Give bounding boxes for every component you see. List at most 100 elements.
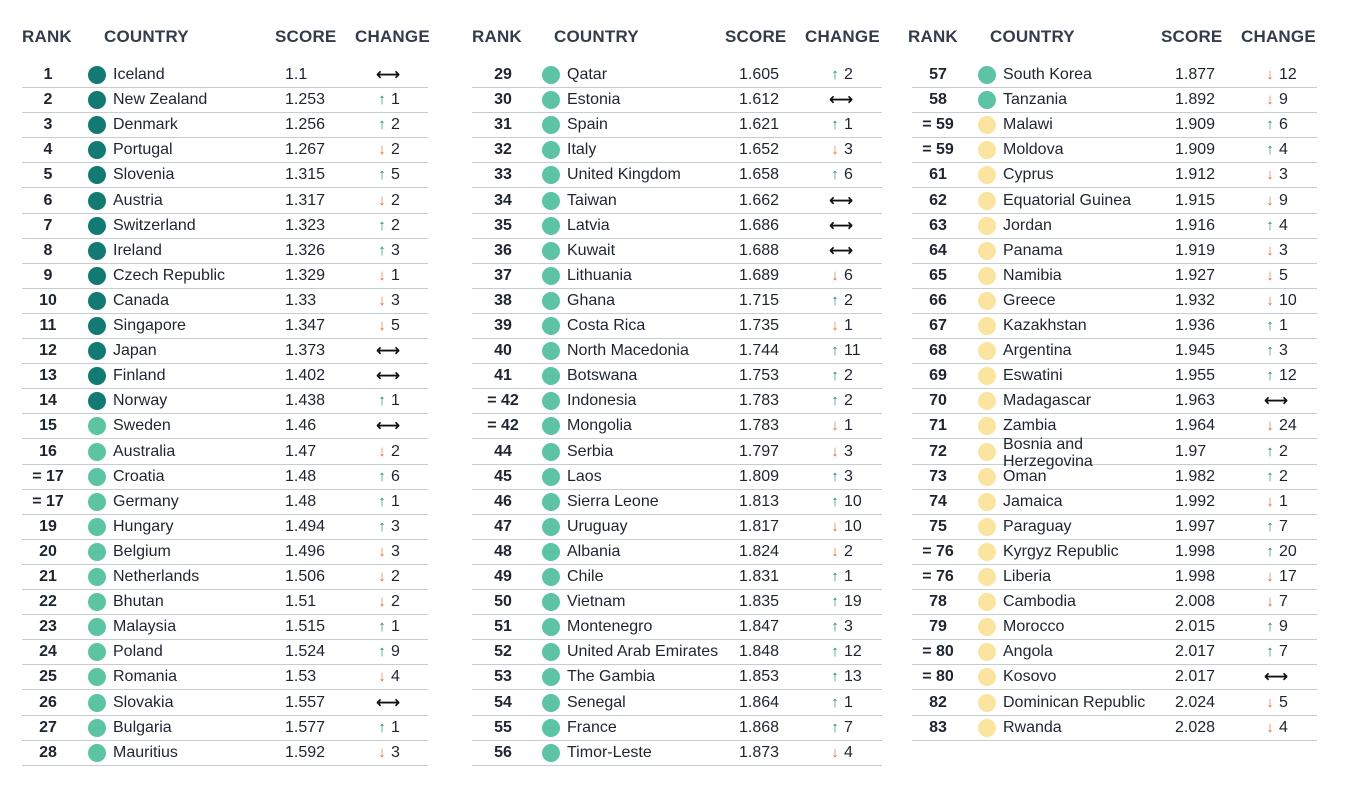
rank-cell: 22 <box>39 593 57 611</box>
tier-dot-icon <box>88 467 106 486</box>
table-row: 48 Albania 1.824 ↓ 2 <box>472 540 882 565</box>
tier-dot-icon <box>978 342 996 361</box>
table-row: 19 Hungary 1.494 ↑ 3 <box>22 515 428 540</box>
rank-header: RANK <box>22 27 72 46</box>
country-name: Hungary <box>113 517 174 535</box>
no-change-icon: ⟷ <box>375 416 401 436</box>
country-name: Bulgaria <box>113 718 172 736</box>
rank-cell: = 17 <box>32 467 64 485</box>
tier-dot-icon <box>542 417 560 436</box>
rank-cell: 41 <box>494 367 512 385</box>
country-name: Slovakia <box>113 693 174 711</box>
change-cell: ↓ 3 <box>1263 239 1288 263</box>
change-cell: ↑ 1 <box>375 88 400 112</box>
country-name: Finland <box>113 367 166 385</box>
change-cell: ⟷ <box>828 214 854 238</box>
tier-dot-icon <box>542 467 560 486</box>
rank-cell: = 17 <box>32 492 64 510</box>
change-cell: ↑ 6 <box>1263 113 1288 137</box>
tier-dot-icon <box>88 317 106 335</box>
rank-cell: = 42 <box>487 392 519 410</box>
country-name: United Arab Emirates <box>567 643 719 661</box>
country-name: Costa Rica <box>567 317 646 334</box>
country-name: Switzerland <box>113 216 196 234</box>
arrow-up-icon: ↑ <box>378 241 386 259</box>
change-cell: ⟷ <box>1263 665 1289 689</box>
change-cell: ↓ 2 <box>375 565 400 589</box>
score-cell: 1.317 <box>285 191 326 209</box>
score-cell: 1.662 <box>739 191 780 209</box>
score-cell: 1.909 <box>1175 141 1216 159</box>
arrow-down-icon: ↓ <box>1266 241 1274 259</box>
tier-dot-icon <box>542 317 560 335</box>
tier-dot-icon <box>978 91 996 110</box>
rank-cell: 1 <box>43 66 53 83</box>
country-name: Ghana <box>567 291 616 309</box>
table-row: = 59 Malawi 1.909 ↑ 6 <box>912 113 1317 139</box>
tier-dot-icon <box>542 693 560 712</box>
country-name: The Gambia <box>567 668 656 686</box>
no-change-icon: ⟷ <box>828 240 854 260</box>
rank-cell: 28 <box>39 743 57 761</box>
change-value: 2 <box>844 66 853 83</box>
arrow-down-icon: ↓ <box>378 266 386 284</box>
country-name: Rwanda <box>1003 718 1062 736</box>
change-cell: ↓ 6 <box>828 264 853 288</box>
score-cell: 1.853 <box>739 668 780 686</box>
table-row: 51 Montenegro 1.847 ↑ 3 <box>472 615 882 641</box>
tier-dot-icon <box>978 568 996 586</box>
score-header: SCORE <box>1161 27 1223 46</box>
score-cell: 1.783 <box>739 417 780 435</box>
arrow-down-icon: ↓ <box>378 542 386 560</box>
rank-cell: 67 <box>929 317 947 334</box>
tier-dot-icon <box>542 191 560 210</box>
tier-dot-icon <box>542 241 560 260</box>
country-name: Kyrgyz Republic <box>1003 542 1119 560</box>
table-row: 64 Panama 1.919 ↓ 3 <box>912 239 1317 264</box>
country-name: Iceland <box>113 66 165 83</box>
arrow-up-icon: ↑ <box>378 643 386 661</box>
rank-cell: 44 <box>494 442 512 460</box>
change-cell: ↑ 6 <box>375 465 400 489</box>
score-cell: 1.848 <box>739 643 780 661</box>
no-change-icon: ⟷ <box>828 190 854 210</box>
tier-dot-icon <box>88 668 106 687</box>
change-cell: ⟷ <box>375 63 401 87</box>
rank-cell: 45 <box>494 467 512 485</box>
table-row: 25 Romania 1.53 ↓ 4 <box>22 665 428 691</box>
tier-dot-icon <box>978 643 996 662</box>
country-name: Paraguay <box>1003 517 1072 535</box>
change-value: 1 <box>391 492 400 510</box>
table-row: 2 New Zealand 1.253 ↑ 1 <box>22 88 428 114</box>
table-row: 47 Uruguay 1.817 ↓ 10 <box>472 515 882 540</box>
tier-dot-icon <box>978 317 996 335</box>
change-cell: ↑ 3 <box>1263 339 1288 363</box>
change-cell: ↑ 1 <box>375 716 400 740</box>
country-name: Estonia <box>567 91 621 109</box>
score-cell: 1.932 <box>1175 291 1216 309</box>
tier-dot-icon <box>542 618 560 637</box>
rank-cell: 65 <box>929 266 947 284</box>
country-name: Malawi <box>1003 116 1053 134</box>
tier-dot-icon <box>88 643 106 662</box>
country-name: Australia <box>113 442 176 460</box>
change-value: 3 <box>391 241 400 259</box>
score-cell: 2.028 <box>1175 718 1216 736</box>
table-row: 30 Estonia 1.612 ⟷ <box>472 88 882 114</box>
country-name: Mongolia <box>567 417 632 435</box>
table-row: 70 Madagascar 1.963 ⟷ <box>912 389 1317 415</box>
tier-dot-icon <box>88 367 106 386</box>
change-value: 7 <box>1279 593 1288 611</box>
arrow-down-icon: ↓ <box>378 141 386 159</box>
table-row: 36 Kuwait 1.688 ⟷ <box>472 239 882 264</box>
change-cell: ↓ 2 <box>375 590 400 614</box>
table-row: 15 Sweden 1.46 ⟷ <box>22 414 428 440</box>
tier-dot-icon <box>542 442 560 461</box>
change-value: 7 <box>1279 643 1288 661</box>
arrow-down-icon: ↓ <box>831 141 839 159</box>
arrow-down-icon: ↓ <box>378 568 386 585</box>
tier-dot-icon <box>978 266 996 285</box>
rank-cell: 72 <box>929 442 947 460</box>
tier-dot-icon <box>88 392 106 411</box>
tier-dot-icon <box>978 291 996 310</box>
